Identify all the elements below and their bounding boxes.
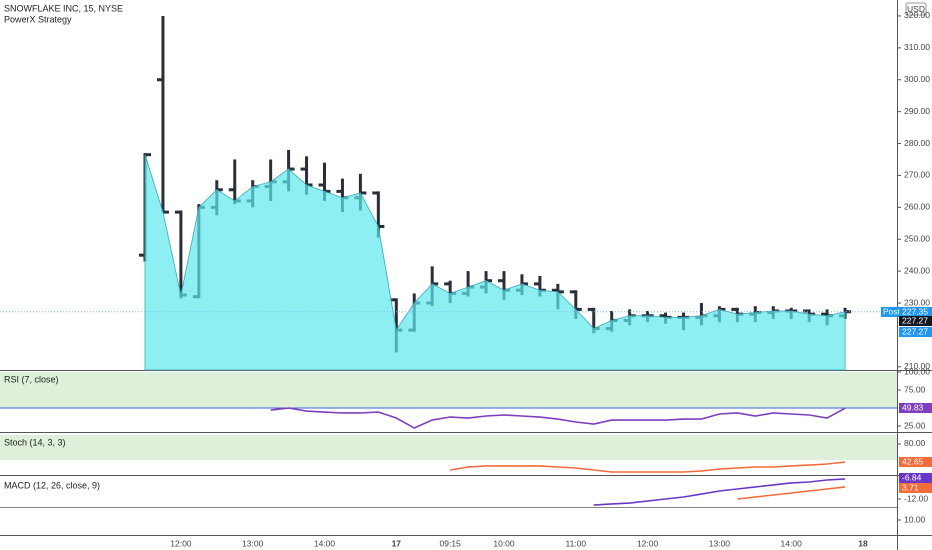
indicator-line bbox=[593, 478, 846, 506]
y-tick-label: 250.00 bbox=[904, 233, 930, 243]
value-tag: 42.65 bbox=[902, 456, 924, 466]
price-tag-bg bbox=[899, 327, 932, 337]
post-tag-bg bbox=[881, 307, 899, 317]
indicator-line bbox=[450, 461, 846, 473]
x-tick-label: 12:00 bbox=[170, 538, 192, 548]
price-tag: 227.27 bbox=[902, 326, 928, 336]
indicator-line bbox=[270, 407, 846, 429]
indicator-line bbox=[737, 486, 846, 500]
x-tick-label: 18 bbox=[858, 538, 868, 548]
y-tick-label: 300.00 bbox=[904, 74, 930, 84]
x-tick-label: 13:00 bbox=[242, 538, 264, 548]
strategy-name: PowerX Strategy bbox=[4, 14, 72, 24]
close-area bbox=[144, 154, 846, 371]
value-tag: -6.84 bbox=[902, 472, 922, 482]
macd-title: MACD (12, 26, close, 9) bbox=[4, 480, 100, 490]
y-tick-label: 260.00 bbox=[904, 202, 930, 212]
x-tick-label: 14:00 bbox=[314, 538, 336, 548]
y-tick-label: 270.00 bbox=[904, 170, 930, 180]
stoch-band bbox=[0, 435, 897, 460]
y-tick-label: 10.00 bbox=[904, 514, 926, 524]
post-tag: Post bbox=[883, 306, 901, 316]
currency-box[interactable] bbox=[905, 2, 927, 16]
chart-title: SNOWFLAKE INC, 15, NYSE bbox=[4, 3, 123, 13]
x-tick-label: 14:00 bbox=[781, 538, 803, 548]
price-tag-bg bbox=[899, 316, 932, 326]
x-tick-label: 09:15 bbox=[440, 538, 462, 548]
x-tick-label: 10:00 bbox=[493, 538, 515, 548]
y-tick-label: 290.00 bbox=[904, 106, 930, 116]
y-tick-label: 310.00 bbox=[904, 42, 930, 52]
y-tick-label: 75.00 bbox=[904, 384, 926, 394]
value-tag-bg bbox=[899, 403, 932, 413]
rsi-band bbox=[0, 372, 897, 408]
y-tick-label: 230.00 bbox=[904, 297, 930, 307]
y-tick-label: 280.00 bbox=[904, 138, 930, 148]
y-tick-label: 210.00 bbox=[904, 361, 930, 371]
y-tick-label: 240.00 bbox=[904, 265, 930, 275]
y-tick-label: 320.00 bbox=[904, 10, 930, 20]
price-tag: 227.27 bbox=[902, 315, 928, 325]
price-tag: 227.35 bbox=[902, 306, 928, 316]
value-tag-bg bbox=[899, 473, 932, 483]
x-tick-label: 12:00 bbox=[637, 538, 659, 548]
value-tag: 3.71 bbox=[902, 482, 919, 492]
price-tag-bg bbox=[899, 307, 932, 317]
x-tick-label: 13:00 bbox=[709, 538, 731, 548]
value-tag-bg bbox=[899, 457, 932, 467]
stoch-title: Stoch (14, 3, 3) bbox=[4, 437, 66, 447]
x-tick-label: 17 bbox=[392, 538, 402, 548]
y-tick-label: 100.00 bbox=[904, 366, 930, 376]
value-tag-bg bbox=[899, 483, 932, 493]
y-tick-label: 80.00 bbox=[904, 438, 926, 448]
y-tick-label: 25.00 bbox=[904, 420, 926, 430]
currency[interactable]: USD bbox=[907, 4, 925, 14]
rsi-title: RSI (7, close) bbox=[4, 374, 59, 384]
x-tick-label: 11:00 bbox=[565, 538, 586, 548]
value-tag: 49.83 bbox=[902, 402, 924, 412]
y-tick-label: -12.00 bbox=[904, 493, 928, 503]
